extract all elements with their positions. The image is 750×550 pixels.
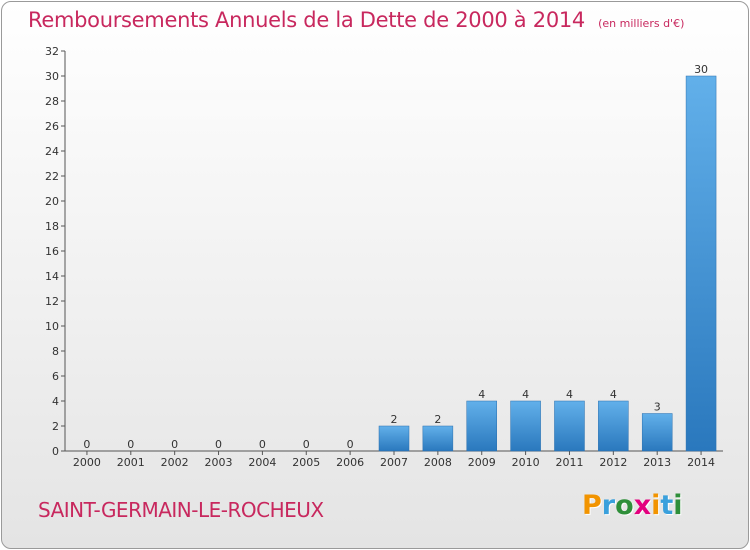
- bar-value-label: 0: [347, 438, 354, 451]
- y-tick-label: 12: [45, 295, 59, 308]
- bar: [422, 425, 454, 452]
- x-tick-label: 2002: [161, 456, 189, 469]
- bar-value-label: 0: [303, 438, 310, 451]
- bar-value-label: 4: [478, 388, 485, 401]
- bar: [554, 400, 585, 452]
- y-tick-label: 6: [52, 370, 59, 383]
- chart-title: Remboursements Annuels de la Dette de 20…: [28, 8, 585, 32]
- brand-letter: t: [660, 490, 674, 521]
- x-tick-label: 2006: [336, 456, 364, 469]
- bar: [378, 425, 410, 452]
- x-tick-label: 2001: [117, 456, 145, 469]
- x-tick-label: 2007: [380, 456, 408, 469]
- x-tick-label: 2013: [643, 456, 671, 469]
- y-tick-label: 14: [45, 270, 59, 283]
- bar-value-label: 0: [127, 438, 134, 451]
- brand-letter: i: [651, 490, 661, 521]
- y-tick-label: 8: [52, 345, 59, 358]
- bar-value-label: 3: [654, 401, 661, 414]
- y-tick-label: 0: [52, 445, 59, 458]
- bar-value-label: 0: [83, 438, 90, 451]
- x-tick-label: 2012: [599, 456, 627, 469]
- x-tick-label: 2008: [424, 456, 452, 469]
- y-tick-label: 4: [52, 395, 59, 408]
- bar-value-label: 2: [434, 413, 441, 426]
- y-tick-label: 32: [45, 45, 59, 58]
- x-tick-label: 2010: [512, 456, 540, 469]
- y-tick-label: 26: [45, 120, 59, 133]
- bar: [641, 413, 673, 452]
- x-tick-label: 2009: [468, 456, 496, 469]
- brand-letter: i: [673, 490, 683, 521]
- bar-value-label: 30: [694, 63, 708, 76]
- x-tick-label: 2011: [555, 456, 583, 469]
- bar: [598, 400, 629, 452]
- proxiti-logo: Proxiti: [582, 490, 683, 521]
- brand-letter: P: [582, 490, 602, 521]
- y-tick-label: 30: [45, 70, 59, 83]
- bar: [685, 75, 717, 452]
- x-tick-label: 2014: [687, 456, 715, 469]
- title-row: Remboursements Annuels de la Dette de 20…: [28, 8, 684, 32]
- bar: [510, 400, 541, 452]
- bar-value-label: 0: [215, 438, 222, 451]
- brand-letter: r: [601, 490, 616, 521]
- y-tick-label: 2: [52, 420, 59, 433]
- y-tick-label: 10: [45, 320, 59, 333]
- y-tick-label: 28: [45, 95, 59, 108]
- y-tick-label: 22: [45, 170, 59, 183]
- x-tick-label: 2000: [73, 456, 101, 469]
- bar-value-label: 0: [171, 438, 178, 451]
- bars: [378, 75, 717, 452]
- bar: [466, 400, 497, 452]
- data-labels: 0 0 0 0 0 0 0 2 2 4 4 4 4 3 30: [83, 63, 708, 451]
- bar-value-label: 4: [522, 388, 529, 401]
- y-tick-label: 18: [45, 220, 59, 233]
- bar-value-label: 0: [259, 438, 266, 451]
- y-tick-label: 24: [45, 145, 59, 158]
- chart-subtitle: (en milliers d'€): [598, 17, 685, 30]
- y-tick-label: 20: [45, 195, 59, 208]
- x-tick-label: 2004: [248, 456, 276, 469]
- bar-value-label: 4: [566, 388, 573, 401]
- brand-letter: o: [615, 490, 634, 521]
- bar-value-label: 2: [391, 413, 398, 426]
- y-tick-label: 16: [45, 245, 59, 258]
- brand-letter: x: [633, 490, 652, 521]
- commune-name: SAINT-GERMAIN-LE-ROCHEUX: [38, 498, 324, 522]
- bar-value-label: 4: [610, 388, 617, 401]
- x-tick-label: 2003: [205, 456, 233, 469]
- x-tick-label: 2005: [292, 456, 320, 469]
